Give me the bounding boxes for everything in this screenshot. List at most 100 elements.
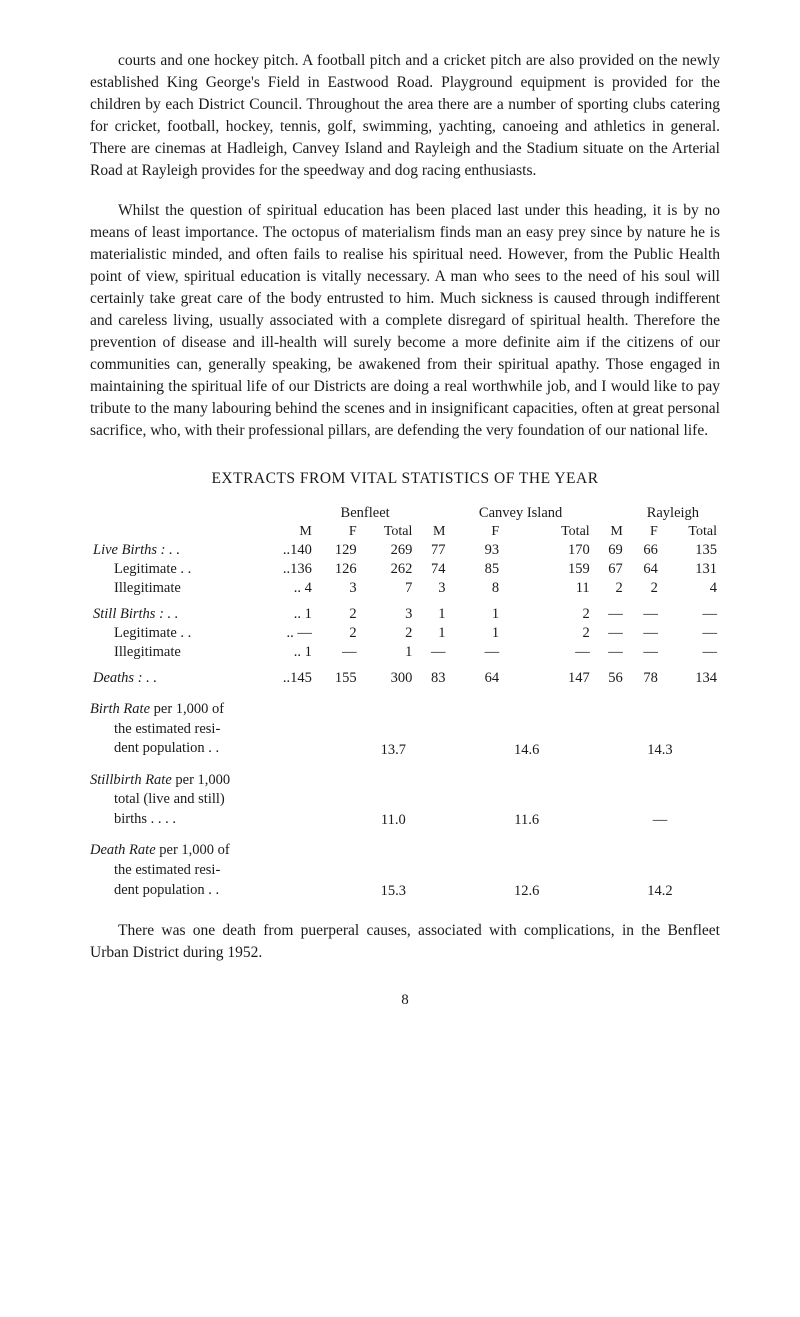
cell-value: 131: [661, 560, 720, 579]
col-m: M: [593, 523, 626, 541]
cell-value: 2: [502, 598, 593, 624]
cell-value: .. 1: [258, 598, 314, 624]
cell-value: ..136: [258, 560, 314, 579]
cell-value: 78: [626, 662, 661, 688]
cell-value: 74: [415, 560, 448, 579]
footer-paragraph: There was one death from puerperal cause…: [90, 920, 720, 964]
row-label: Live Births : . .: [90, 541, 258, 560]
row-label: Still Births : . .: [90, 598, 258, 624]
cell-value: 4: [661, 579, 720, 598]
cell-value: 3: [360, 598, 416, 624]
table-row: Illegitimate.. 4373811224: [90, 579, 720, 598]
cell-value: 64: [448, 662, 502, 688]
col-total: Total: [360, 523, 416, 541]
cell-value: —: [448, 643, 502, 662]
rate-label: Death Rate per 1,000 ofthe estimated res…: [90, 841, 320, 900]
cell-value: 126: [315, 560, 360, 579]
col-m: M: [415, 523, 448, 541]
cell-value: 170: [502, 541, 593, 560]
cell-value: 300: [360, 662, 416, 688]
cell-value: 2: [502, 624, 593, 643]
cell-value: 135: [661, 541, 720, 560]
cell-value: 1: [415, 624, 448, 643]
body-paragraph-2: Whilst the question of spiritual educati…: [90, 200, 720, 442]
table-row: Illegitimate.. 1—1——————: [90, 643, 720, 662]
cell-value: ..145: [258, 662, 314, 688]
vital-statistics-table: Benfleet Canvey Island Rayleigh M F Tota…: [90, 504, 720, 688]
cell-value: 2: [315, 598, 360, 624]
cell-value: —: [661, 598, 720, 624]
cell-value: 269: [360, 541, 416, 560]
cell-value: 64: [626, 560, 661, 579]
page-number: 8: [90, 992, 720, 1009]
cell-value: 1: [415, 598, 448, 624]
cell-value: —: [502, 643, 593, 662]
cell-value: —: [661, 624, 720, 643]
rate-value: 12.6: [467, 883, 587, 900]
cell-value: 159: [502, 560, 593, 579]
cell-value: —: [626, 624, 661, 643]
rate-value: 11.0: [333, 812, 453, 829]
cell-value: 69: [593, 541, 626, 560]
cell-value: —: [315, 643, 360, 662]
section-title: EXTRACTS FROM VITAL STATISTICS OF THE YE…: [90, 470, 720, 488]
cell-value: 2: [626, 579, 661, 598]
row-label: Illegitimate: [90, 643, 258, 662]
table-row: Legitimate . ... —22112———: [90, 624, 720, 643]
cell-value: 1: [360, 643, 416, 662]
cell-value: —: [593, 598, 626, 624]
cell-value: 83: [415, 662, 448, 688]
rate-entry: Stillbirth Rate per 1,000total (live and…: [90, 771, 720, 830]
table-row: Live Births : . ...140129269779317069661…: [90, 541, 720, 560]
cell-value: 1: [448, 624, 502, 643]
cell-value: 2: [593, 579, 626, 598]
table-group-header-row: Benfleet Canvey Island Rayleigh: [90, 504, 720, 523]
cell-value: 129: [315, 541, 360, 560]
rate-label: Stillbirth Rate per 1,000total (live and…: [90, 771, 320, 830]
cell-value: 262: [360, 560, 416, 579]
cell-value: 3: [315, 579, 360, 598]
cell-value: ..140: [258, 541, 314, 560]
rate-label: Birth Rate per 1,000 ofthe estimated res…: [90, 700, 320, 759]
table-row: Legitimate . ...13612626274851596764131: [90, 560, 720, 579]
cell-value: 1: [448, 598, 502, 624]
cell-value: 77: [415, 541, 448, 560]
rate-entry: Birth Rate per 1,000 ofthe estimated res…: [90, 700, 720, 759]
rate-value: 14.6: [467, 742, 587, 759]
cell-value: .. 4: [258, 579, 314, 598]
cell-value: 56: [593, 662, 626, 688]
col-total: Total: [502, 523, 593, 541]
group-rayleigh: Rayleigh: [626, 504, 720, 523]
table-row: Deaths : . ...14515530083641475678134: [90, 662, 720, 688]
cell-value: 93: [448, 541, 502, 560]
cell-value: 2: [360, 624, 416, 643]
cell-value: —: [593, 624, 626, 643]
row-label: Deaths : . .: [90, 662, 258, 688]
cell-value: —: [626, 598, 661, 624]
col-f: F: [315, 523, 360, 541]
cell-value: 134: [661, 662, 720, 688]
table-subheader-row: M F Total M F Total M F Total: [90, 523, 720, 541]
col-f: F: [626, 523, 661, 541]
cell-value: .. 1: [258, 643, 314, 662]
cell-value: 85: [448, 560, 502, 579]
rate-value: 15.3: [333, 883, 453, 900]
cell-value: —: [626, 643, 661, 662]
cell-value: —: [593, 643, 626, 662]
rate-value: 14.3: [600, 742, 720, 759]
cell-value: 67: [593, 560, 626, 579]
row-label: Legitimate . .: [90, 560, 258, 579]
cell-value: 3: [415, 579, 448, 598]
group-canvey: Canvey Island: [448, 504, 592, 523]
rate-value: 11.6: [467, 812, 587, 829]
row-label: Legitimate . .: [90, 624, 258, 643]
rate-value: —: [600, 812, 720, 829]
cell-value: —: [661, 643, 720, 662]
table-row: Still Births : . ... 123112———: [90, 598, 720, 624]
cell-value: 66: [626, 541, 661, 560]
rate-value: 13.7: [333, 742, 453, 759]
cell-value: 147: [502, 662, 593, 688]
cell-value: 11: [502, 579, 593, 598]
col-m: M: [258, 523, 314, 541]
col-f: F: [448, 523, 502, 541]
